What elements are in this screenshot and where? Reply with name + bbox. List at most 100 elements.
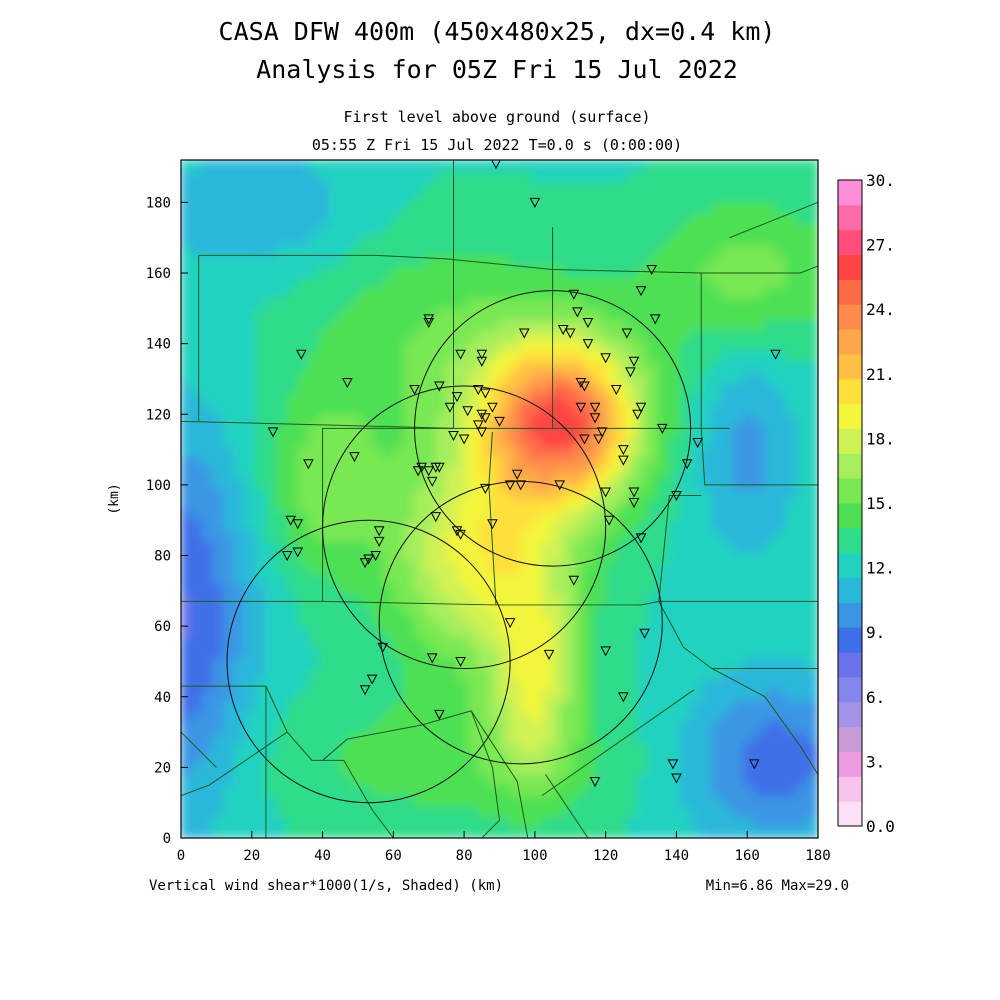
field-cell — [626, 360, 639, 373]
field-cell — [424, 784, 437, 797]
field-cell — [233, 583, 246, 595]
field-cell — [382, 720, 394, 733]
field-cell — [201, 244, 214, 256]
field-cell — [552, 360, 564, 373]
field-cell — [403, 540, 416, 553]
field-cell — [477, 689, 490, 701]
field-cell — [477, 551, 490, 564]
field-cell — [244, 816, 256, 828]
field-cell — [307, 530, 320, 542]
field-cell — [605, 180, 617, 193]
field-cell — [658, 307, 670, 320]
field-cell — [615, 509, 628, 521]
field-cell — [552, 583, 564, 595]
field-cell — [690, 678, 702, 691]
field-cell — [318, 668, 331, 680]
field-cell — [212, 223, 224, 235]
field-cell — [371, 286, 384, 299]
field-cell — [583, 784, 596, 797]
field-cell — [212, 424, 224, 436]
field-cell — [445, 254, 458, 267]
field-cell — [594, 191, 607, 203]
field-cell — [626, 731, 639, 744]
field-cell — [360, 805, 373, 818]
field-cell — [775, 668, 787, 680]
field-cell — [658, 805, 670, 818]
field-cell — [796, 689, 808, 701]
field-cell — [477, 244, 490, 256]
station-marker — [455, 656, 466, 668]
field-cell — [647, 191, 660, 203]
field-cell — [414, 424, 426, 436]
field-cell — [371, 731, 384, 744]
field-cell — [435, 244, 447, 256]
field-cell — [435, 646, 447, 659]
field-cell — [562, 180, 575, 193]
field-cell — [445, 371, 458, 383]
field-cell — [637, 530, 649, 542]
field-cell — [594, 540, 607, 553]
field-cell — [201, 625, 214, 638]
field-cell — [658, 562, 670, 574]
field-cell — [424, 763, 437, 775]
field-cell — [700, 646, 713, 659]
field-cell — [339, 170, 352, 182]
field-cell — [562, 657, 575, 669]
field-cell — [732, 519, 745, 532]
field-cell — [350, 244, 362, 256]
field-cell — [520, 742, 532, 754]
field-cell — [477, 297, 490, 309]
field-cell — [775, 318, 787, 330]
field-cell — [509, 540, 522, 553]
field-cell — [753, 498, 766, 511]
station-marker — [476, 427, 488, 438]
field-cell — [753, 191, 766, 203]
field-cell — [594, 445, 607, 458]
field-cell — [541, 403, 554, 415]
field-cell — [414, 615, 426, 627]
field-cell — [318, 360, 331, 373]
station-marker — [628, 356, 640, 367]
field-cell — [562, 244, 575, 256]
field-cell — [552, 223, 564, 235]
field-cell — [477, 519, 490, 532]
field-cell — [212, 668, 224, 680]
field-cell — [499, 424, 511, 436]
field-cell — [467, 752, 479, 765]
field-cell — [679, 360, 692, 373]
field-cell — [360, 160, 373, 172]
field-cell — [244, 752, 256, 765]
field-cell — [445, 805, 458, 818]
field-cell — [796, 244, 808, 256]
station-marker — [603, 515, 615, 526]
field-cell — [764, 360, 777, 373]
field-cell — [583, 403, 596, 415]
field-cell — [764, 456, 777, 468]
field-cell — [371, 403, 384, 415]
field-cell — [721, 244, 734, 256]
field-cell — [594, 392, 607, 405]
field-cell — [318, 297, 331, 309]
field-cell — [637, 593, 649, 606]
field-cell — [467, 339, 479, 352]
field-cell — [424, 434, 437, 447]
field-cell — [307, 160, 320, 172]
field-cell — [414, 265, 426, 278]
field-cell — [435, 392, 447, 405]
field-cell — [286, 551, 299, 564]
field-cell — [647, 805, 660, 818]
field-cell — [318, 509, 331, 521]
y-tick-label: 80 — [154, 549, 171, 565]
field-cell — [424, 519, 437, 532]
field-cell — [424, 254, 437, 267]
field-cell — [594, 795, 607, 807]
field-cell — [222, 466, 235, 479]
field-cell — [499, 540, 511, 553]
field-cell — [297, 509, 309, 521]
field-cell — [191, 424, 203, 436]
field-cell — [181, 180, 193, 193]
field-cell — [424, 424, 437, 436]
field-cell — [594, 487, 607, 500]
field-cell — [488, 201, 500, 214]
field-cell — [573, 625, 585, 638]
